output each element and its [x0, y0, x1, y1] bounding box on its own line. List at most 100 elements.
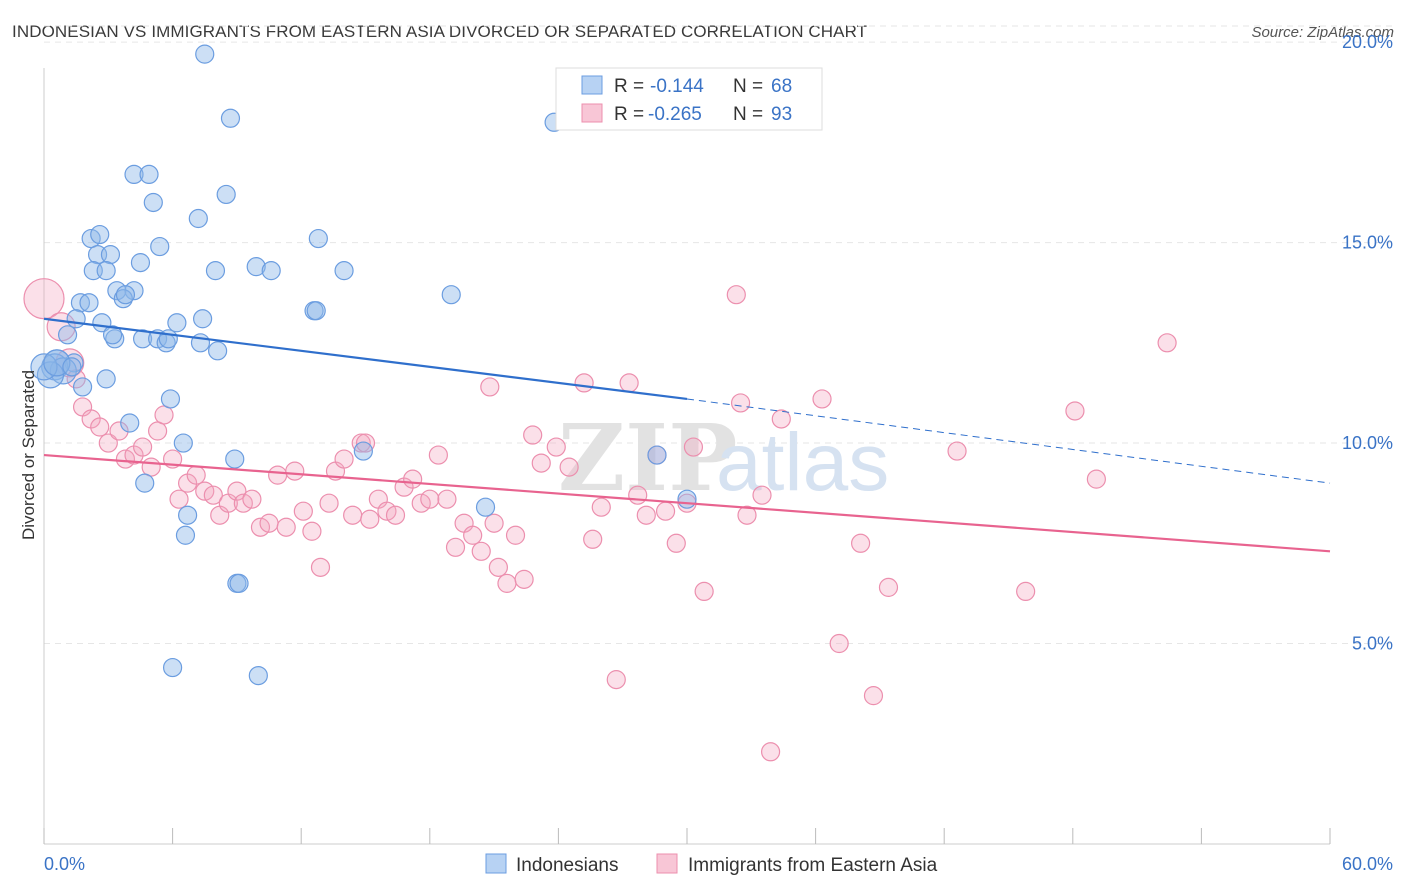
data-point — [514, 569, 534, 589]
data-point — [225, 449, 245, 469]
data-point — [343, 505, 363, 525]
data-point — [216, 184, 236, 205]
data-point — [23, 278, 65, 320]
data-point — [730, 393, 751, 413]
legend-r-value-1: -0.144 — [650, 76, 704, 97]
legend-r-label-1: R = — [614, 76, 644, 97]
data-point — [100, 245, 121, 265]
legend-r-label-2: R = — [614, 104, 644, 125]
legend-n-label-1: N = — [733, 76, 763, 97]
data-point — [96, 369, 116, 389]
data-point — [195, 44, 215, 64]
data-point — [147, 421, 168, 441]
gridlines: 5.0% 10.0% 15.0% 20.0% — [44, 25, 1394, 654]
series-indonesians — [30, 44, 697, 686]
data-point — [154, 405, 174, 425]
data-point — [79, 293, 99, 313]
data-point — [574, 373, 594, 393]
trend-line-indonesians-extrapolated — [686, 398, 1331, 484]
data-point — [150, 236, 170, 257]
data-point — [220, 108, 241, 128]
legend-swatch-pink — [581, 103, 603, 123]
data-point — [132, 437, 153, 457]
trend-line-indonesians — [43, 317, 688, 401]
watermark-atlas: atlas — [716, 417, 889, 508]
x-tick-max: 60.0% — [1342, 854, 1393, 874]
data-point — [559, 457, 579, 477]
data-point — [420, 489, 440, 509]
data-point — [666, 533, 686, 553]
data-point — [242, 489, 262, 509]
data-point — [261, 261, 281, 281]
data-point — [66, 309, 86, 329]
data-point — [428, 445, 448, 465]
data-point — [259, 513, 279, 533]
data-point — [130, 253, 151, 273]
data-point — [186, 465, 206, 485]
axis-ticks — [43, 828, 1331, 844]
data-point — [475, 497, 496, 517]
data-point — [677, 489, 697, 509]
data-point — [308, 228, 328, 249]
data-point — [878, 577, 899, 597]
data-point — [385, 505, 406, 525]
data-point — [90, 417, 110, 437]
data-point — [334, 449, 354, 469]
data-point — [57, 325, 78, 345]
data-point — [205, 261, 226, 281]
data-point — [647, 445, 667, 465]
data-point — [102, 325, 123, 345]
data-point — [306, 301, 326, 321]
data-point — [268, 465, 288, 485]
series-immigrants-eastern-asia — [23, 278, 1177, 762]
data-point — [293, 501, 313, 521]
data-point — [863, 686, 884, 706]
bottom-legend-swatch-blue — [485, 853, 507, 874]
data-point — [480, 377, 500, 397]
data-point — [505, 525, 526, 545]
trend-line-immigrants — [43, 453, 1331, 553]
data-point — [488, 557, 508, 577]
data-point — [752, 485, 772, 505]
bottom-legend-swatch-pink — [656, 853, 678, 874]
data-point — [606, 670, 626, 690]
data-point — [62, 357, 82, 377]
data-point — [141, 457, 161, 477]
y-axis-label: Divorced or Separated — [19, 370, 38, 540]
data-point — [276, 517, 296, 537]
data-point — [355, 433, 376, 453]
data-point — [360, 509, 380, 529]
data-point — [178, 505, 198, 525]
data-point — [829, 633, 849, 654]
data-point — [628, 485, 648, 505]
legend-n-value-1: 68 — [771, 76, 792, 97]
watermark: ZIP atlas — [558, 404, 889, 512]
data-point — [737, 505, 757, 525]
data-point — [143, 192, 163, 213]
legend-n-value-2: 93 — [771, 104, 792, 125]
data-point — [139, 164, 159, 185]
data-point — [124, 164, 144, 185]
data-point — [229, 573, 249, 593]
data-point — [334, 261, 354, 281]
data-point — [583, 529, 603, 549]
data-point — [169, 489, 189, 509]
trend-lines — [43, 317, 1331, 553]
y-tick-label: 20.0% — [1342, 32, 1393, 52]
data-point — [812, 389, 832, 409]
data-point — [98, 433, 118, 453]
data-point — [437, 489, 457, 509]
data-point — [109, 421, 129, 441]
source-label: Source: ZipAtlas.com — [1251, 24, 1394, 41]
bottom-legend-indonesians: Indonesians — [516, 855, 618, 876]
data-point — [591, 497, 611, 517]
data-point — [227, 481, 247, 501]
data-point — [302, 521, 322, 541]
data-point — [310, 557, 331, 577]
data-point — [655, 501, 676, 521]
data-point — [726, 285, 746, 305]
data-point — [351, 433, 371, 453]
data-point — [1157, 333, 1177, 353]
data-point — [353, 441, 373, 461]
data-point — [445, 537, 466, 557]
